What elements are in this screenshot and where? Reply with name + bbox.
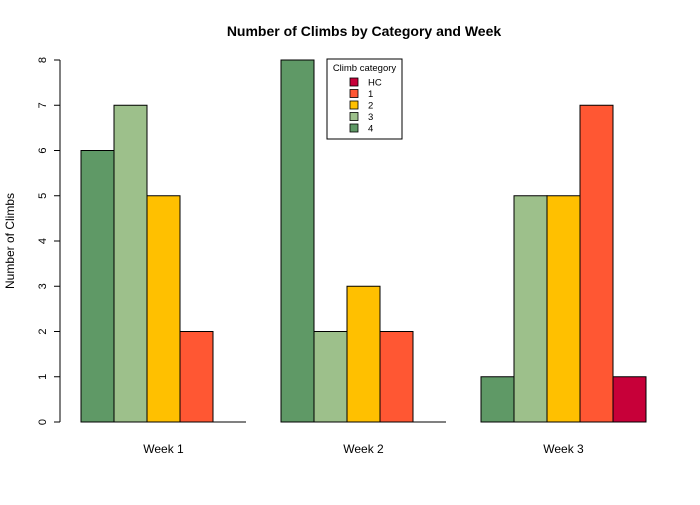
legend-entry: 2: [368, 101, 373, 112]
legend-title: Climb category: [333, 63, 397, 74]
bar-groups: Week 1 Week 2 Week 3: [80, 59, 647, 456]
x-category-label: Week 1: [143, 442, 184, 456]
x-category-label: Week 3: [543, 442, 584, 456]
y-axis: 0 1 2 3 4 5 6 7 8: [37, 57, 61, 425]
y-tick-label: 5: [37, 193, 49, 199]
legend-entry: 1: [368, 89, 373, 100]
bar: [513, 195, 548, 423]
legend-swatch: [349, 89, 359, 98]
y-tick-label: 0: [37, 419, 49, 425]
chart-title: Number of Climbs by Category and Week: [227, 23, 502, 39]
bar-group: Week 3: [480, 104, 647, 456]
legend-entry: 3: [368, 112, 373, 123]
bar: [113, 104, 148, 423]
y-tick-label: 2: [37, 328, 49, 334]
legend-swatch: [349, 100, 359, 110]
y-tick-label: 4: [37, 238, 49, 244]
legend-swatch: [349, 123, 359, 133]
bar: [612, 376, 647, 423]
legend-entry: HC: [368, 78, 382, 89]
y-axis-label: Number of Climbs: [3, 193, 17, 289]
bar: [579, 104, 614, 423]
legend-box: [326, 58, 403, 140]
legend-swatch: [349, 112, 359, 121]
bar: [546, 195, 581, 423]
x-category-label: Week 2: [343, 442, 384, 456]
bar: [313, 331, 348, 423]
bar: [179, 331, 214, 423]
bar-group: Week 2: [280, 59, 446, 456]
y-tick-label: 7: [37, 102, 49, 108]
y-tick-label: 1: [37, 374, 49, 380]
bar: [346, 285, 381, 423]
bar: [480, 376, 515, 423]
legend-entry: 4: [368, 124, 373, 135]
bar: [280, 59, 315, 423]
bar-group: Week 1: [80, 104, 246, 456]
bar: [80, 150, 115, 423]
bar: [146, 195, 181, 423]
y-tick-label: 8: [37, 57, 49, 63]
y-tick-label: 3: [37, 283, 49, 289]
y-tick-label: 6: [37, 147, 49, 153]
legend-swatch: [349, 77, 359, 87]
bar: [379, 331, 414, 423]
